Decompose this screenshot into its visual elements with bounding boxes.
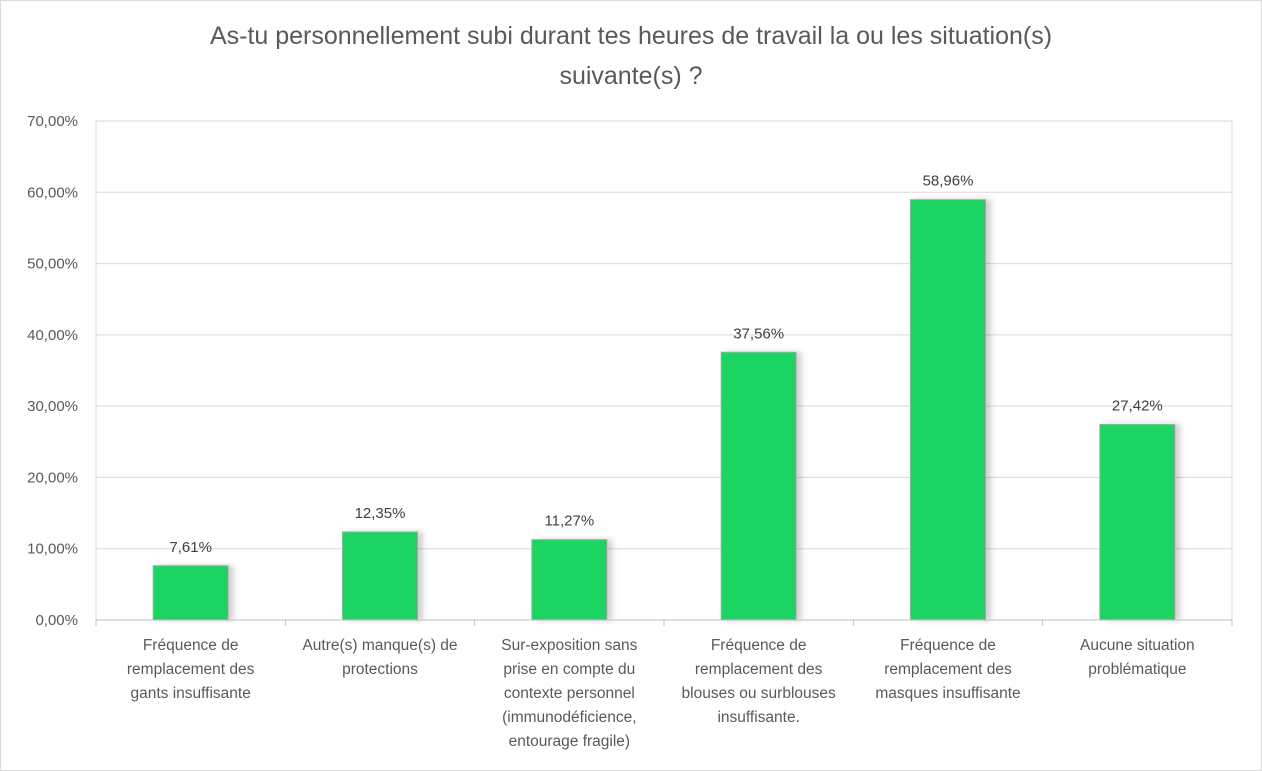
- bar: [531, 539, 608, 621]
- category-label: Fréquence de remplacement des gants insu…: [126, 637, 255, 702]
- data-label: 27,42%: [1112, 398, 1163, 415]
- category-label: Autre(s) manque(s) de protections: [302, 637, 458, 678]
- chart-title-line-1: As-tu personnellement subi durant tes he…: [209, 22, 1053, 50]
- gridlines: [95, 120, 1233, 620]
- bar: [720, 351, 797, 621]
- bars: [152, 199, 1176, 621]
- y-tick-label: 40,00%: [27, 327, 78, 344]
- y-tick-label: 30,00%: [27, 398, 78, 415]
- y-tick-label: 60,00%: [27, 184, 78, 201]
- y-tick-label: 10,00%: [27, 541, 78, 558]
- bar: [1099, 424, 1176, 621]
- y-tick-label: 0,00%: [35, 612, 78, 629]
- category-label: Fréquence de remplacement des masques in…: [875, 637, 1021, 702]
- bar: [152, 565, 229, 621]
- x-axis: [95, 619, 1233, 626]
- data-labels: 7,61% 12,35% 11,27% 37,56% 58,96% 27,42%: [169, 173, 1162, 556]
- y-tick-label: 50,00%: [27, 256, 78, 273]
- data-label: 11,27%: [544, 513, 594, 530]
- y-axis-tick-labels: 0,00% 10,00% 20,00% 30,00% 40,00% 50,00% 60,00…: [27, 113, 78, 629]
- data-label: 12,35%: [355, 505, 406, 522]
- y-tick-label: 20,00%: [27, 469, 78, 486]
- data-label: 37,56%: [733, 325, 784, 342]
- y-tick-label: 70,00%: [27, 113, 78, 130]
- chart-title-line-2: suivante(s) ?: [559, 62, 703, 90]
- bar: [910, 199, 986, 621]
- chart-title: As-tu personnellement subi durant tes he…: [0, 16, 1262, 96]
- category-label: Fréquence de remplacement des blouses ou…: [681, 637, 836, 726]
- category-label: Sur-exposition sans prise en compte du c…: [501, 637, 638, 750]
- data-label: 7,61%: [169, 539, 212, 556]
- data-label: 58,96%: [923, 173, 974, 190]
- bar: [342, 531, 418, 621]
- category-label: Aucune situation problématique: [1080, 637, 1195, 678]
